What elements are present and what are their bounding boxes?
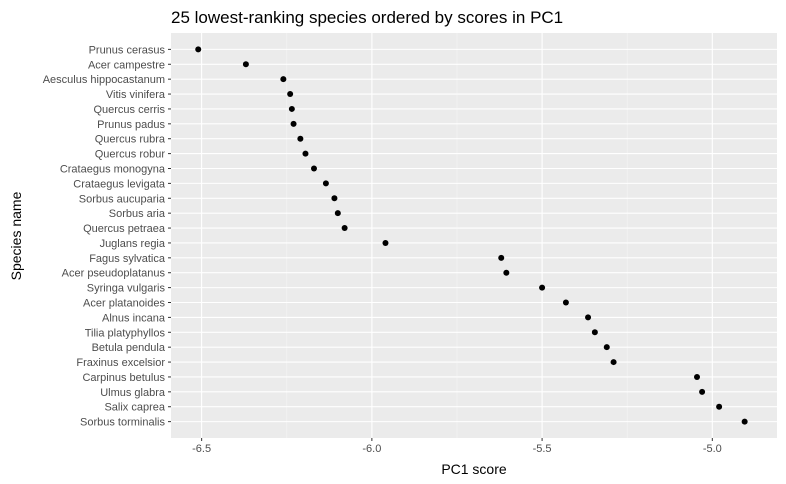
- x-axis-title: PC1 score: [441, 461, 507, 477]
- data-point: [242, 61, 249, 68]
- y-tick-label: Acer campestre: [88, 59, 165, 71]
- y-tick-label: Quercus petraea: [83, 223, 166, 235]
- data-point: [693, 373, 700, 380]
- data-point: [562, 299, 569, 306]
- y-tick-label: Alnus incana: [102, 312, 166, 324]
- data-point: [603, 344, 610, 351]
- y-tick-label: Prunus padus: [97, 119, 165, 131]
- y-tick-label: Quercus cerris: [93, 104, 165, 116]
- data-point: [287, 91, 294, 98]
- data-point: [699, 388, 706, 395]
- y-tick-label: Acer pseudoplatanus: [62, 268, 166, 280]
- x-tick-label: -6.5: [192, 443, 211, 455]
- data-point: [591, 329, 598, 336]
- y-tick-label: Sorbus aria: [109, 208, 166, 220]
- plot-panel: [171, 33, 777, 438]
- y-tick-label: Sorbus torminalis: [80, 417, 165, 429]
- data-point: [310, 165, 317, 172]
- y-tick-label: Juglans regia: [100, 238, 166, 250]
- data-point: [503, 269, 510, 276]
- y-axis-title: Species name: [8, 191, 24, 280]
- y-tick-label: Sorbus aucuparia: [79, 193, 166, 205]
- y-tick-label: Syringa vulgaris: [87, 283, 166, 295]
- data-point: [322, 180, 329, 187]
- x-axis-ticks: -6.5 -6.0 -5.5 -5.0: [192, 438, 722, 455]
- data-point: [610, 359, 617, 366]
- data-points: [195, 46, 748, 425]
- data-point: [539, 284, 546, 291]
- data-point: [280, 76, 287, 83]
- data-point: [331, 195, 338, 202]
- chart-title: 25 lowest-ranking species ordered by sco…: [171, 8, 563, 27]
- y-tick-label: Vitis vinifera: [106, 89, 166, 101]
- y-tick-label: Crataegus monogyna: [60, 163, 166, 175]
- y-tick-label: Quercus rubra: [95, 134, 166, 146]
- y-tick-label: Aesculus hippocastanum: [43, 74, 165, 86]
- grid-lines: [171, 33, 777, 438]
- y-tick-label: Fagus sylvatica: [89, 253, 166, 265]
- y-tick-label: Quercus robur: [95, 149, 166, 161]
- y-tick-label: Tilia platyphyllos: [85, 327, 166, 339]
- data-point: [585, 314, 592, 321]
- y-tick-label: Salix caprea: [104, 402, 165, 414]
- y-tick-label: Acer platanoides: [83, 298, 165, 310]
- data-point: [290, 120, 297, 127]
- y-tick-label: Carpinus betulus: [82, 372, 165, 384]
- data-point: [716, 403, 723, 410]
- y-tick-labels: Prunus cerasus Acer campestre Aesculus hip…: [43, 44, 171, 429]
- y-tick-label: Crataegus levigata: [73, 178, 166, 190]
- y-tick-label: Ulmus glabra: [100, 387, 166, 399]
- data-point: [741, 418, 748, 425]
- data-point: [297, 135, 304, 142]
- x-tick-label: -5.0: [703, 443, 722, 455]
- x-tick-label: -5.5: [533, 443, 552, 455]
- data-point: [498, 254, 505, 261]
- x-tick-label: -6.0: [362, 443, 381, 455]
- data-point: [334, 210, 341, 217]
- data-point: [195, 46, 202, 53]
- data-point: [302, 150, 309, 157]
- data-point: [341, 225, 348, 232]
- data-point: [382, 239, 389, 246]
- y-tick-label: Prunus cerasus: [89, 44, 166, 56]
- y-tick-label: Fraxinus excelsior: [76, 357, 165, 369]
- data-point: [288, 105, 295, 112]
- y-tick-label: Betula pendula: [92, 342, 166, 354]
